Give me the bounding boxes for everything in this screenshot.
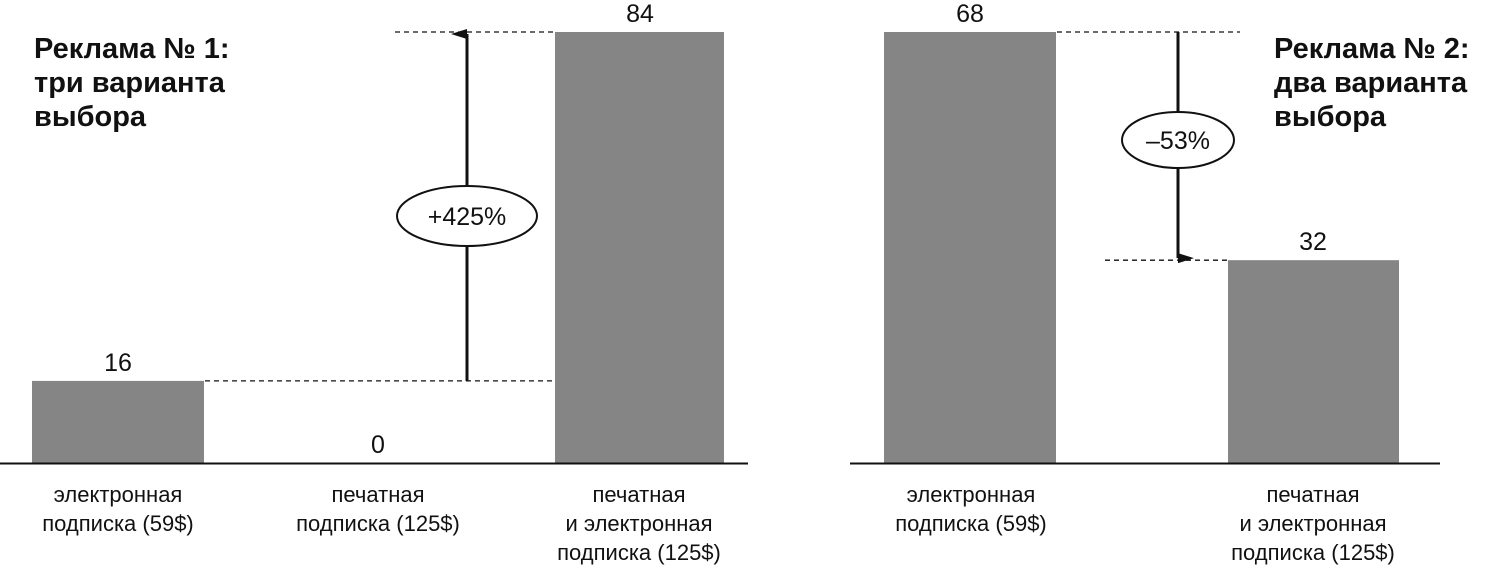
annotation-oval	[1121, 111, 1235, 169]
data-label: 32	[1299, 228, 1327, 256]
bar	[555, 32, 724, 463]
category-label-line: печатная	[1266, 482, 1360, 507]
title-line: выбора	[1274, 101, 1387, 133]
title-line: два варианта	[1274, 67, 1468, 99]
annotation-oval	[396, 185, 538, 247]
category-label-line: электронная	[906, 482, 1036, 507]
chart-title-ad2: Реклама № 2: два варианта выбора	[1274, 32, 1470, 134]
category-label: электронная подписка (59$)	[841, 480, 1101, 538]
category-label-line: подписка (59$)	[895, 511, 1047, 536]
category-label-line: печатная	[592, 482, 686, 507]
chart-title-ad1: Реклама № 1: три варианта выбора	[34, 32, 230, 134]
data-label: 16	[104, 349, 132, 377]
category-label-line: печатная	[331, 482, 425, 507]
title-line: три варианта	[34, 67, 225, 99]
data-label: 84	[626, 0, 654, 28]
category-label-line: подписка (59$)	[42, 511, 194, 536]
title-line: Реклама № 1:	[34, 33, 230, 65]
bar	[32, 380, 204, 463]
title-line: выбора	[34, 101, 147, 133]
category-label: печатная и электронная подписка (125$)	[1183, 480, 1443, 567]
data-label: 0	[371, 431, 385, 459]
title-line: Реклама № 2:	[1274, 33, 1470, 65]
bar	[1228, 260, 1399, 463]
data-label: 68	[956, 0, 984, 28]
category-label: печатная подписка (125$)	[248, 480, 508, 538]
category-label-line: подписка (125$)	[296, 511, 460, 536]
category-label-line: электронная	[53, 482, 183, 507]
category-label-line: и электронная	[1239, 511, 1387, 536]
category-label: электронная подписка (59$)	[0, 480, 248, 538]
category-label: печатная и электронная подписка (125$)	[509, 480, 769, 567]
chart-panel-ad2: 68 32 –53%	[850, 0, 1440, 465]
annotation-label: +425%	[428, 203, 507, 231]
annotation-label: –53%	[1146, 127, 1210, 155]
chart-panel-ad1: 16 0 84 +425%	[0, 0, 748, 465]
category-label-line: и электронная	[565, 511, 713, 536]
category-label-line: подписка (125$)	[1231, 540, 1395, 565]
category-label-line: подписка (125$)	[557, 540, 721, 565]
bar	[884, 32, 1056, 463]
